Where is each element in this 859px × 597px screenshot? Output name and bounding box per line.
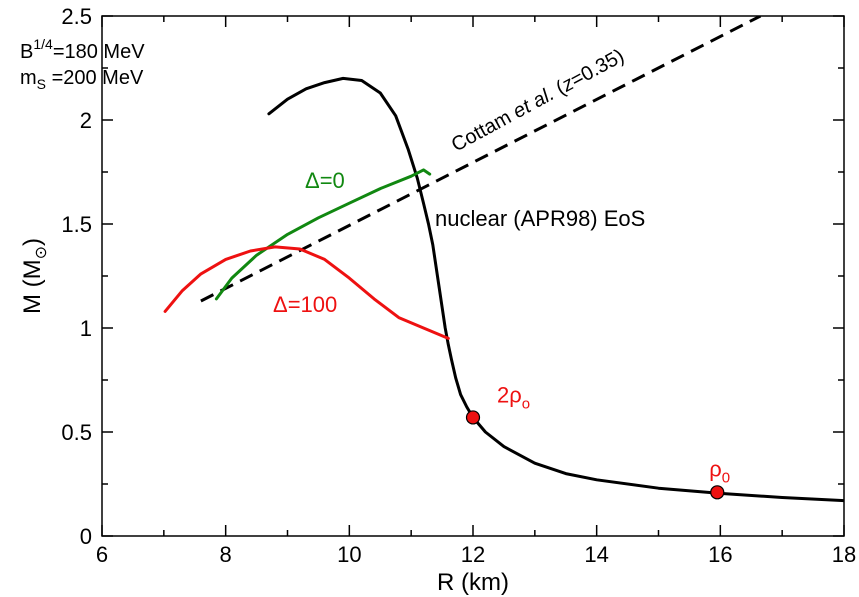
delta-100-label: Δ=100 [273,292,337,317]
x-tick-label: 14 [584,542,608,567]
y-tick-label: 0.5 [61,420,92,445]
series-line-2 [214,168,432,301]
apr98-label: nuclear (APR98) EoS [435,206,645,231]
bag-constant-label: B1/4=180 MeV [20,36,145,63]
y-tick-label: 1.5 [61,212,92,237]
strange-mass-label: mS =200 MeV [20,67,144,92]
series-line-1 [200,16,762,303]
density-marker-label-1: ρ0 [709,456,730,486]
x-tick-label: 10 [337,542,361,567]
y-tick-label: 0 [80,524,92,549]
delta-0-label: Δ=0 [305,168,345,193]
y-tick-label: 1 [80,316,92,341]
ticks-layer [101,15,845,537]
series-line-0 [267,76,844,503]
x-tick-label: 6 [96,542,108,567]
x-tick-label: 16 [708,542,732,567]
y-tick-label: 2.5 [61,4,92,29]
labels-layer: 6 8 10 12 14 16 18 0 0.5 1 1.5 2 2.5 [61,4,856,567]
cottam-label: Cottam et al. (z=0.35) [448,45,628,156]
density-marker-0 [465,410,481,425]
x-axis-title: R (km) [437,569,509,596]
y-tick-label: 2 [80,108,92,133]
points-layer: 2ρo ρ0 [465,382,730,500]
density-marker-label-0: 2ρo [497,382,530,412]
series-layer [163,16,844,503]
y-axis-title: M (M⊙) [19,238,50,314]
plot-frame [101,15,845,537]
x-tick-label: 8 [220,542,232,567]
x-tick-label: 18 [832,542,856,567]
x-tick-label: 12 [461,542,485,567]
density-marker-1 [710,485,725,500]
series-line-3 [163,245,450,340]
